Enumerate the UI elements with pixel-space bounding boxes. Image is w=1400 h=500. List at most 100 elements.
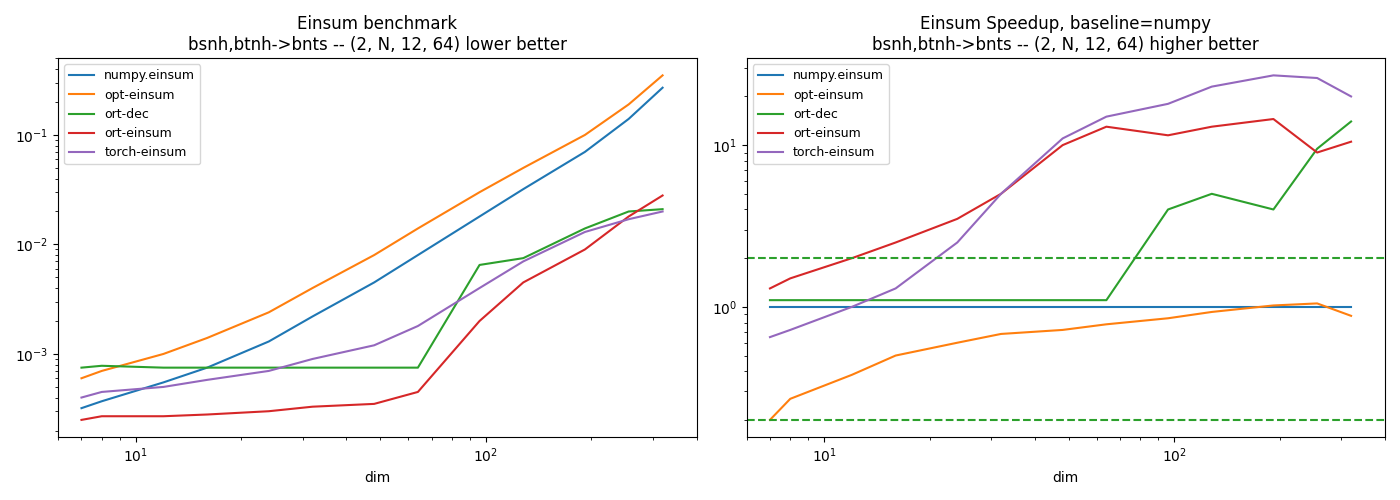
- ort-einsum: [515, 280, 532, 285]
- ort-einsum: [949, 216, 966, 222]
- opt-einsum: [762, 417, 778, 423]
- torch-einsum: [515, 258, 532, 264]
- torch-einsum: [654, 208, 671, 214]
- opt-einsum: [577, 132, 594, 138]
- opt-einsum: [1204, 309, 1221, 315]
- ort-dec: [620, 208, 637, 214]
- ort-dec: [410, 364, 427, 370]
- torch-einsum: [410, 323, 427, 329]
- Title: Einsum Speedup, baseline=numpy
bsnh,btnh->bnts -- (2, N, 12, 64) higher better: Einsum Speedup, baseline=numpy bsnh,btnh…: [872, 15, 1259, 54]
- ort-dec: [949, 297, 966, 303]
- numpy.einsum: [260, 338, 277, 344]
- ort-einsum: [94, 413, 111, 419]
- numpy.einsum: [1266, 304, 1282, 310]
- ort-einsum: [1159, 132, 1176, 138]
- torch-einsum: [260, 368, 277, 374]
- ort-dec: [1309, 146, 1326, 152]
- numpy.einsum: [73, 405, 90, 411]
- Legend: numpy.einsum, opt-einsum, ort-dec, ort-einsum, torch-einsum: numpy.einsum, opt-einsum, ort-dec, ort-e…: [753, 64, 889, 164]
- numpy.einsum: [1054, 304, 1071, 310]
- numpy.einsum: [1309, 304, 1326, 310]
- ort-dec: [654, 206, 671, 212]
- Line: torch-einsum: torch-einsum: [770, 76, 1351, 337]
- ort-dec: [1054, 297, 1071, 303]
- torch-einsum: [73, 394, 90, 400]
- torch-einsum: [1266, 72, 1282, 78]
- torch-einsum: [844, 304, 861, 310]
- torch-einsum: [1309, 75, 1326, 81]
- ort-dec: [1266, 206, 1282, 212]
- opt-einsum: [1266, 302, 1282, 308]
- opt-einsum: [472, 189, 489, 195]
- ort-dec: [1343, 118, 1359, 124]
- opt-einsum: [94, 368, 111, 374]
- ort-einsum: [781, 276, 798, 281]
- ort-dec: [260, 364, 277, 370]
- ort-einsum: [199, 412, 216, 418]
- torch-einsum: [1159, 101, 1176, 107]
- numpy.einsum: [1204, 304, 1221, 310]
- ort-einsum: [1054, 142, 1071, 148]
- opt-einsum: [1343, 313, 1359, 319]
- ort-einsum: [1204, 124, 1221, 130]
- opt-einsum: [304, 285, 321, 291]
- torch-einsum: [1343, 94, 1359, 100]
- ort-einsum: [365, 401, 382, 407]
- ort-dec: [1098, 297, 1114, 303]
- torch-einsum: [888, 286, 904, 292]
- ort-dec: [781, 297, 798, 303]
- opt-einsum: [1159, 316, 1176, 322]
- torch-einsum: [1098, 114, 1114, 119]
- opt-einsum: [365, 252, 382, 258]
- opt-einsum: [260, 310, 277, 316]
- numpy.einsum: [949, 304, 966, 310]
- Line: ort-einsum: ort-einsum: [81, 196, 662, 420]
- ort-dec: [577, 226, 594, 232]
- ort-einsum: [73, 417, 90, 423]
- numpy.einsum: [1159, 304, 1176, 310]
- ort-dec: [844, 297, 861, 303]
- torch-einsum: [94, 389, 111, 395]
- ort-einsum: [888, 240, 904, 246]
- opt-einsum: [620, 102, 637, 107]
- ort-einsum: [1343, 138, 1359, 144]
- numpy.einsum: [762, 304, 778, 310]
- numpy.einsum: [781, 304, 798, 310]
- opt-einsum: [73, 376, 90, 382]
- ort-einsum: [472, 318, 489, 324]
- ort-einsum: [1309, 150, 1326, 156]
- ort-einsum: [577, 246, 594, 252]
- ort-einsum: [260, 408, 277, 414]
- numpy.einsum: [199, 364, 216, 370]
- Line: torch-einsum: torch-einsum: [81, 212, 662, 398]
- numpy.einsum: [155, 380, 172, 386]
- ort-dec: [1204, 191, 1221, 197]
- torch-einsum: [365, 342, 382, 348]
- torch-einsum: [304, 356, 321, 362]
- ort-einsum: [654, 192, 671, 198]
- torch-einsum: [620, 216, 637, 222]
- ort-dec: [73, 364, 90, 370]
- numpy.einsum: [515, 186, 532, 192]
- Legend: numpy.einsum, opt-einsum, ort-dec, ort-einsum, torch-einsum: numpy.einsum, opt-einsum, ort-dec, ort-e…: [64, 64, 200, 164]
- ort-einsum: [410, 389, 427, 395]
- ort-dec: [888, 297, 904, 303]
- Line: opt-einsum: opt-einsum: [81, 76, 662, 378]
- torch-einsum: [199, 377, 216, 383]
- X-axis label: dim: dim: [364, 471, 391, 485]
- torch-einsum: [1204, 84, 1221, 89]
- ort-einsum: [762, 286, 778, 292]
- Line: ort-dec: ort-dec: [81, 209, 662, 368]
- torch-einsum: [993, 191, 1009, 197]
- ort-einsum: [993, 191, 1009, 197]
- numpy.einsum: [888, 304, 904, 310]
- numpy.einsum: [844, 304, 861, 310]
- numpy.einsum: [620, 116, 637, 122]
- Line: numpy.einsum: numpy.einsum: [81, 88, 662, 408]
- ort-einsum: [1266, 116, 1282, 122]
- ort-einsum: [155, 413, 172, 419]
- ort-dec: [365, 364, 382, 370]
- opt-einsum: [844, 372, 861, 378]
- ort-dec: [304, 364, 321, 370]
- opt-einsum: [155, 351, 172, 357]
